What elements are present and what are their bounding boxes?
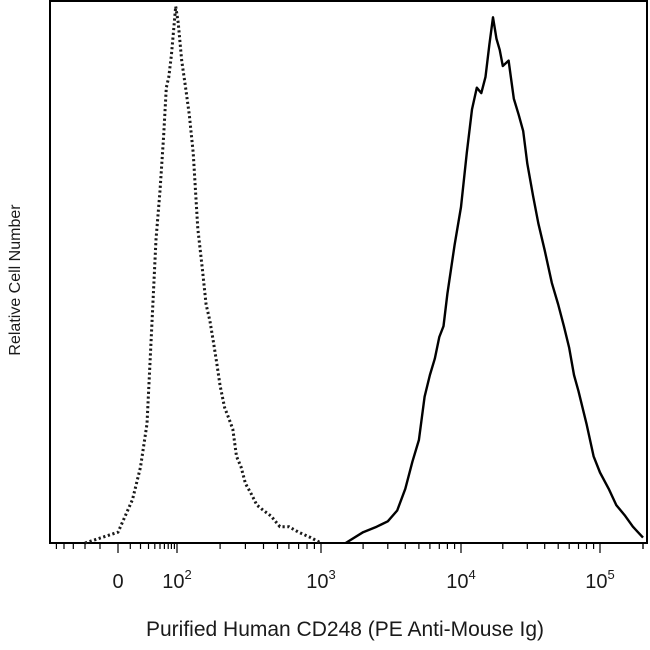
x-tick-label: 104 [446,567,475,593]
x-tick-label: 0 [112,571,123,593]
series-layer [84,4,644,545]
x-tick-label: 105 [585,567,614,593]
x-tick-labels: 0 102 103 104 105 [112,567,614,593]
plot-area [49,0,648,553]
series-line-solid [345,16,644,545]
x-axis-title: Purified Human CD248 (PE Anti-Mouse Ig) [146,618,544,641]
x-tick-label: 103 [306,567,335,593]
x-tick-label: 102 [162,567,191,593]
y-axis-title: Relative Cell Number [7,204,24,356]
series-line-dotted [84,4,322,545]
plot-frame [49,0,648,544]
x-minor-ticks [55,543,644,553]
